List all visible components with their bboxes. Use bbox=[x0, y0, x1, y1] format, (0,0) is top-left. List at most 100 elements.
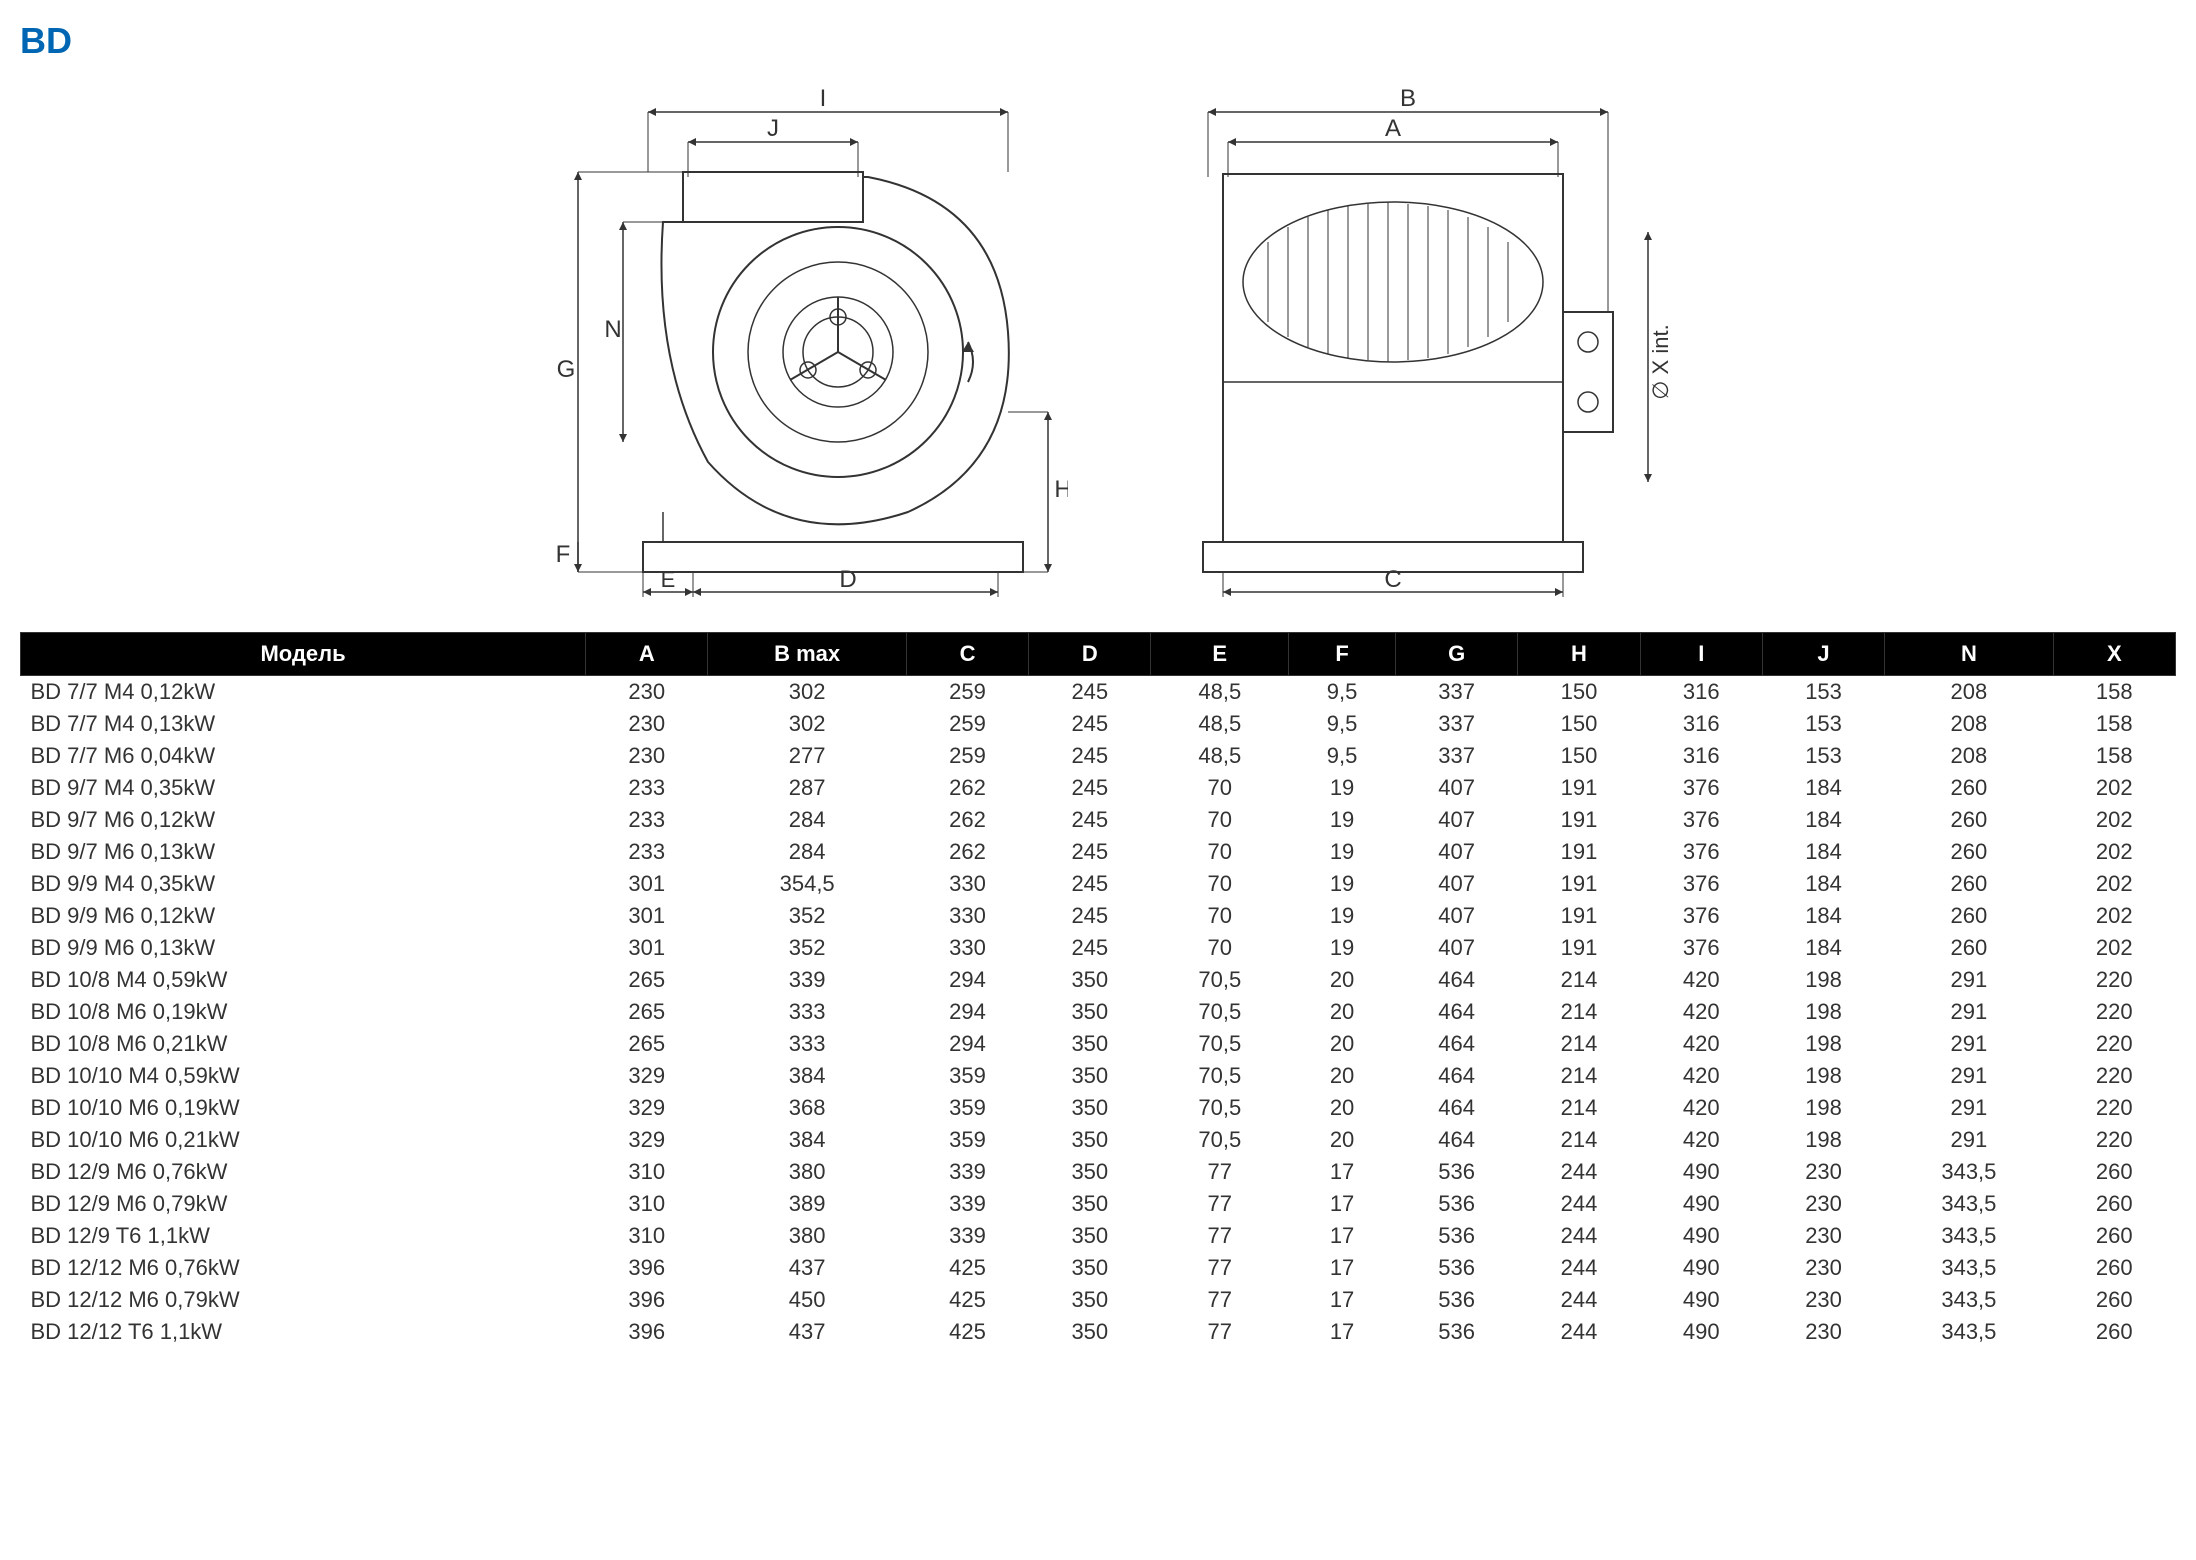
value-cell: 260 bbox=[2053, 1188, 2175, 1220]
value-cell: 260 bbox=[1885, 804, 2053, 836]
value-cell: 150 bbox=[1518, 740, 1640, 772]
value-cell: 214 bbox=[1518, 1124, 1640, 1156]
value-cell: 407 bbox=[1396, 804, 1518, 836]
value-cell: 490 bbox=[1640, 1156, 1762, 1188]
table-row: BD 9/7 M4 0,35kW233287262245701940719137… bbox=[21, 772, 2176, 804]
value-cell: 330 bbox=[906, 932, 1028, 964]
value-cell: 350 bbox=[1029, 1060, 1151, 1092]
value-cell: 230 bbox=[1762, 1188, 1884, 1220]
value-cell: 202 bbox=[2053, 868, 2175, 900]
value-cell: 407 bbox=[1396, 868, 1518, 900]
value-cell: 420 bbox=[1640, 1028, 1762, 1060]
value-cell: 420 bbox=[1640, 964, 1762, 996]
value-cell: 214 bbox=[1518, 1092, 1640, 1124]
value-cell: 464 bbox=[1396, 1092, 1518, 1124]
dim-label-F: F bbox=[556, 541, 571, 568]
value-cell: 158 bbox=[2053, 676, 2175, 709]
value-cell: 536 bbox=[1396, 1252, 1518, 1284]
value-cell: 17 bbox=[1289, 1220, 1396, 1252]
value-cell: 536 bbox=[1396, 1156, 1518, 1188]
value-cell: 260 bbox=[2053, 1156, 2175, 1188]
table-row: BD 10/8 M6 0,19kW26533329435070,52046421… bbox=[21, 996, 2176, 1028]
value-cell: 316 bbox=[1640, 708, 1762, 740]
value-cell: 191 bbox=[1518, 836, 1640, 868]
value-cell: 284 bbox=[708, 836, 906, 868]
value-cell: 19 bbox=[1289, 900, 1396, 932]
value-cell: 191 bbox=[1518, 772, 1640, 804]
value-cell: 368 bbox=[708, 1092, 906, 1124]
column-header: E bbox=[1151, 633, 1289, 676]
value-cell: 184 bbox=[1762, 900, 1884, 932]
value-cell: 20 bbox=[1289, 1028, 1396, 1060]
column-header: J bbox=[1762, 633, 1884, 676]
value-cell: 291 bbox=[1885, 1028, 2053, 1060]
value-cell: 350 bbox=[1029, 1252, 1151, 1284]
model-cell: BD 7/7 M6 0,04kW bbox=[21, 740, 586, 772]
value-cell: 359 bbox=[906, 1060, 1028, 1092]
value-cell: 9,5 bbox=[1289, 740, 1396, 772]
value-cell: 19 bbox=[1289, 804, 1396, 836]
value-cell: 490 bbox=[1640, 1252, 1762, 1284]
value-cell: 291 bbox=[1885, 1060, 2053, 1092]
value-cell: 536 bbox=[1396, 1284, 1518, 1316]
value-cell: 464 bbox=[1396, 1124, 1518, 1156]
value-cell: 208 bbox=[1885, 708, 2053, 740]
value-cell: 233 bbox=[586, 804, 708, 836]
value-cell: 202 bbox=[2053, 836, 2175, 868]
column-header: D bbox=[1029, 633, 1151, 676]
value-cell: 294 bbox=[906, 996, 1028, 1028]
value-cell: 158 bbox=[2053, 708, 2175, 740]
table-row: BD 12/9 M6 0,76kW31038033935077175362444… bbox=[21, 1156, 2176, 1188]
value-cell: 425 bbox=[906, 1316, 1028, 1348]
value-cell: 184 bbox=[1762, 772, 1884, 804]
value-cell: 214 bbox=[1518, 1060, 1640, 1092]
dim-label-D: D bbox=[839, 566, 856, 593]
table-row: BD 7/7 M6 0,04kW23027725924548,59,533715… bbox=[21, 740, 2176, 772]
value-cell: 9,5 bbox=[1289, 676, 1396, 709]
value-cell: 260 bbox=[1885, 932, 2053, 964]
table-row: BD 9/7 M6 0,13kW233284262245701940719137… bbox=[21, 836, 2176, 868]
table-body: BD 7/7 M4 0,12kW23030225924548,59,533715… bbox=[21, 676, 2176, 1349]
value-cell: 259 bbox=[906, 676, 1028, 709]
table-row: BD 9/9 M6 0,12kW301352330245701940719137… bbox=[21, 900, 2176, 932]
value-cell: 198 bbox=[1762, 1060, 1884, 1092]
value-cell: 153 bbox=[1762, 740, 1884, 772]
value-cell: 20 bbox=[1289, 1124, 1396, 1156]
model-cell: BD 9/9 M6 0,13kW bbox=[21, 932, 586, 964]
table-row: BD 9/9 M6 0,13kW301352330245701940719137… bbox=[21, 932, 2176, 964]
value-cell: 184 bbox=[1762, 932, 1884, 964]
model-cell: BD 12/9 M6 0,76kW bbox=[21, 1156, 586, 1188]
front-view-svg: I J bbox=[508, 82, 1068, 602]
dim-label-H: H bbox=[1054, 476, 1068, 503]
value-cell: 350 bbox=[1029, 964, 1151, 996]
value-cell: 407 bbox=[1396, 772, 1518, 804]
value-cell: 70,5 bbox=[1151, 964, 1289, 996]
value-cell: 376 bbox=[1640, 900, 1762, 932]
model-cell: BD 10/10 M6 0,21kW bbox=[21, 1124, 586, 1156]
column-header: C bbox=[906, 633, 1028, 676]
value-cell: 17 bbox=[1289, 1316, 1396, 1348]
value-cell: 277 bbox=[708, 740, 906, 772]
value-cell: 396 bbox=[586, 1284, 708, 1316]
value-cell: 70 bbox=[1151, 836, 1289, 868]
value-cell: 260 bbox=[2053, 1220, 2175, 1252]
column-header: A bbox=[586, 633, 708, 676]
value-cell: 230 bbox=[586, 708, 708, 740]
value-cell: 301 bbox=[586, 900, 708, 932]
value-cell: 208 bbox=[1885, 676, 2053, 709]
table-row: BD 9/9 M4 0,35kW301354,53302457019407191… bbox=[21, 868, 2176, 900]
value-cell: 339 bbox=[906, 1220, 1028, 1252]
value-cell: 376 bbox=[1640, 932, 1762, 964]
dim-label-B: B bbox=[1400, 85, 1416, 112]
value-cell: 260 bbox=[1885, 772, 2053, 804]
value-cell: 262 bbox=[906, 772, 1028, 804]
value-cell: 244 bbox=[1518, 1284, 1640, 1316]
value-cell: 17 bbox=[1289, 1284, 1396, 1316]
value-cell: 396 bbox=[586, 1252, 708, 1284]
model-cell: BD 7/7 M4 0,12kW bbox=[21, 676, 586, 709]
value-cell: 198 bbox=[1762, 964, 1884, 996]
column-header: X bbox=[2053, 633, 2175, 676]
value-cell: 48,5 bbox=[1151, 708, 1289, 740]
value-cell: 245 bbox=[1029, 900, 1151, 932]
table-row: BD 10/10 M6 0,21kW32938435935070,5204642… bbox=[21, 1124, 2176, 1156]
